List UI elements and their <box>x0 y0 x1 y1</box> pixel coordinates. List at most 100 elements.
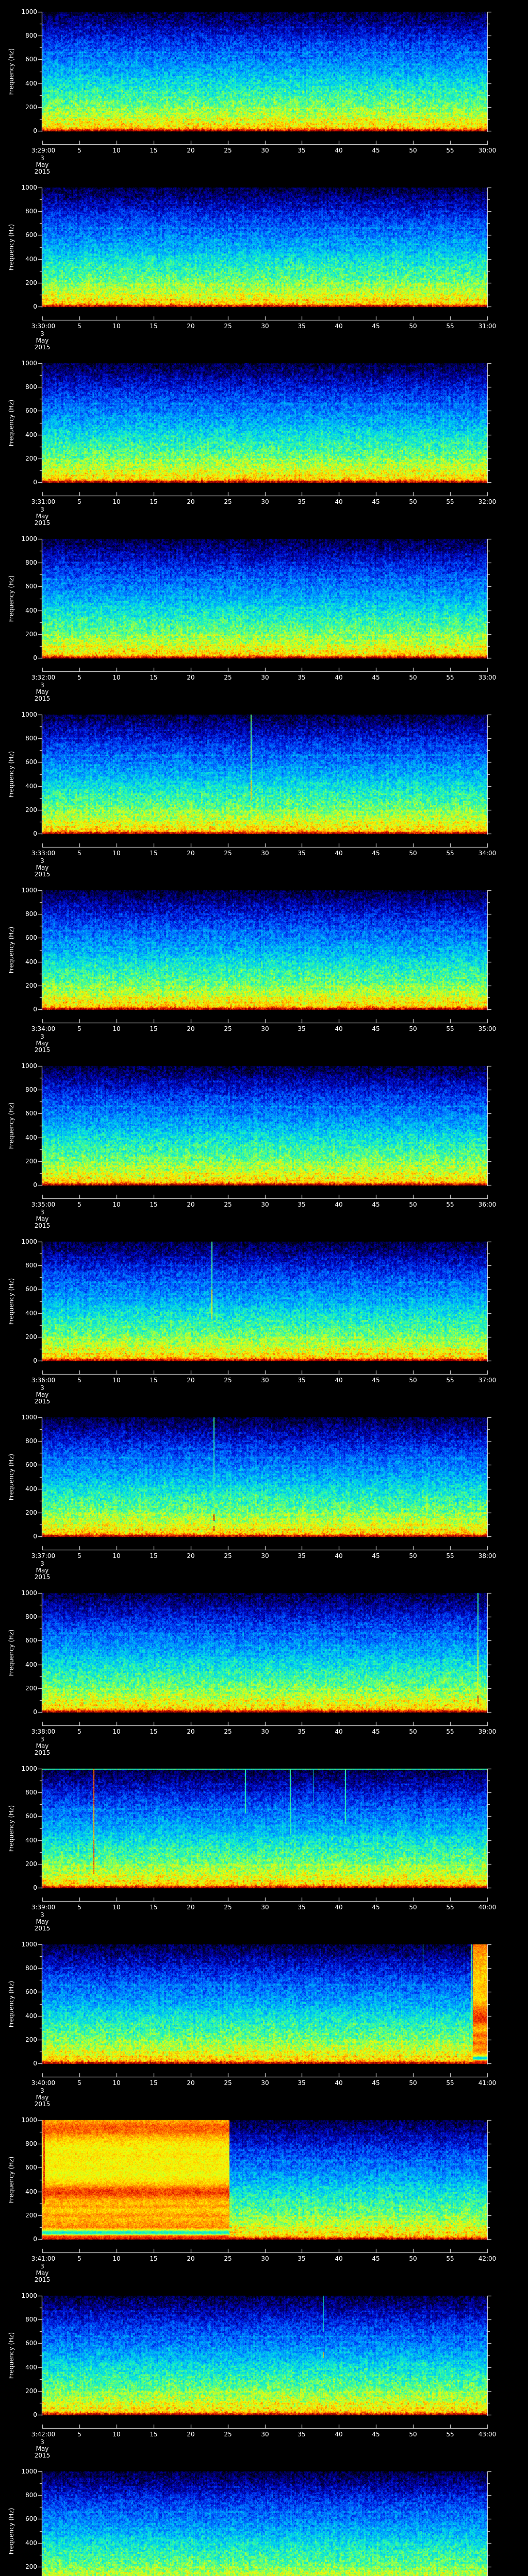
x-tick-label: 30 <box>261 1025 269 1032</box>
x-tick-label: 5 <box>77 674 81 681</box>
y-tick-label: 400 <box>25 958 37 965</box>
date-day: 3 <box>40 1911 44 1919</box>
date-month: May <box>36 1215 49 1223</box>
x-axis-end-time: 36:00 <box>478 1201 497 1208</box>
x-tick-label: 10 <box>112 1552 121 1560</box>
y-tick-label: 400 <box>25 1310 37 1317</box>
date-year: 2015 <box>34 1749 51 1756</box>
x-tick-label: 40 <box>335 1552 343 1560</box>
x-tick-label: 30 <box>261 1201 269 1208</box>
y-tick-label: 0 <box>33 2411 37 2418</box>
x-tick-label: 25 <box>224 674 232 681</box>
x-tick-label: 25 <box>224 147 232 154</box>
y-tick-label: 1000 <box>21 2116 37 2124</box>
x-tick-label: 10 <box>112 1728 121 1735</box>
y-tick-label: 1000 <box>21 1238 37 1245</box>
y-tick-label: 600 <box>25 583 37 590</box>
x-tick-label: 20 <box>187 850 195 857</box>
date-day: 3 <box>40 155 44 162</box>
x-tick-label: 45 <box>372 2431 380 2438</box>
y-tick-label: 800 <box>25 2140 37 2147</box>
x-tick-label: 10 <box>112 1025 121 1032</box>
x-tick-label: 5 <box>77 1904 81 1911</box>
x-tick-label: 25 <box>224 1377 232 1384</box>
x-tick-label: 50 <box>409 2255 417 2262</box>
x-tick-label: 35 <box>298 1201 306 1208</box>
x-tick-label: 40 <box>335 498 343 505</box>
x-tick-label: 10 <box>112 1904 121 1911</box>
x-tick-label: 15 <box>150 2255 158 2262</box>
x-tick-label: 45 <box>372 2079 380 2087</box>
x-tick-label: 20 <box>187 498 195 505</box>
x-tick-label: 25 <box>224 1552 232 1560</box>
y-tick-label: 400 <box>25 2364 37 2371</box>
y-axis-title: Frequency (Hz) <box>8 575 15 622</box>
x-tick-label: 30 <box>261 147 269 154</box>
date-month: May <box>36 688 49 696</box>
spectrogram-canvas <box>0 176 528 351</box>
x-tick-label: 10 <box>112 498 121 505</box>
x-tick-label: 15 <box>150 2431 158 2438</box>
x-tick-label: 10 <box>112 147 121 154</box>
date-year: 2015 <box>34 519 51 527</box>
y-tick-label: 200 <box>25 2036 37 2043</box>
x-axis-end-time: 32:00 <box>478 498 497 505</box>
y-tick-label: 1000 <box>21 2292 37 2299</box>
x-tick-label: 40 <box>335 2079 343 2087</box>
y-axis-title: Frequency (Hz) <box>8 1102 15 1149</box>
y-tick-label: 400 <box>25 2012 37 2020</box>
y-tick-label: 800 <box>25 1964 37 1972</box>
x-tick-label: 10 <box>112 2431 121 2438</box>
x-tick-label: 50 <box>409 674 417 681</box>
spectrogram-canvas <box>0 703 528 878</box>
x-tick-label: 55 <box>446 1201 454 1208</box>
y-tick-label: 400 <box>25 2188 37 2195</box>
y-tick-label: 600 <box>25 2340 37 2347</box>
y-tick-label: 1000 <box>21 2468 37 2475</box>
x-axis-start-time: 3:34:00 <box>31 1025 56 1032</box>
x-tick-label: 55 <box>446 498 454 505</box>
x-tick-label: 50 <box>409 1728 417 1735</box>
y-tick-label: 600 <box>25 1637 37 1644</box>
x-tick-label: 50 <box>409 850 417 857</box>
spectrogram-panel-11: Frequency (Hz) 0 200 400 600 800 1000 5 10 15 20 25… <box>0 1757 528 1933</box>
x-tick-label: 25 <box>224 2431 232 2438</box>
x-tick-label: 50 <box>409 323 417 330</box>
x-tick-label: 40 <box>335 323 343 330</box>
x-axis-end-time: 31:00 <box>478 323 497 330</box>
y-tick-label: 600 <box>25 934 37 941</box>
x-axis-end-time: 39:00 <box>478 1728 497 1735</box>
x-tick-label: 15 <box>150 850 158 857</box>
x-tick-label: 15 <box>150 1025 158 1032</box>
x-axis-start-time: 3:37:00 <box>31 1552 56 1560</box>
x-tick-label: 40 <box>335 1728 343 1735</box>
y-axis-title: Frequency (Hz) <box>8 2156 15 2204</box>
y-tick-label: 400 <box>25 1661 37 1668</box>
date-day: 3 <box>40 506 44 513</box>
x-tick-label: 40 <box>335 1025 343 1032</box>
x-axis-end-time: 35:00 <box>478 1025 497 1032</box>
y-tick-label: 800 <box>25 208 37 215</box>
spectrogram-canvas <box>0 351 528 527</box>
x-tick-label: 35 <box>298 674 306 681</box>
y-tick-label: 600 <box>25 1988 37 1995</box>
x-tick-label: 55 <box>446 323 454 330</box>
x-axis-end-time: 30:00 <box>478 147 497 154</box>
x-tick-label: 45 <box>372 1904 380 1911</box>
date-year: 2015 <box>34 695 51 702</box>
y-tick-label: 800 <box>25 559 37 566</box>
x-tick-label: 15 <box>150 1377 158 1384</box>
x-tick-label: 5 <box>77 1025 81 1032</box>
y-tick-label: 1000 <box>21 1765 37 1772</box>
x-tick-label: 10 <box>112 850 121 857</box>
x-tick-label: 15 <box>150 323 158 330</box>
x-tick-label: 5 <box>77 323 81 330</box>
x-tick-label: 15 <box>150 1904 158 1911</box>
x-tick-label: 30 <box>261 850 269 857</box>
x-tick-label: 45 <box>372 674 380 681</box>
y-tick-label: 200 <box>25 1158 37 1165</box>
spectrogram-panel-15: Frequency (Hz)02004006008001000510152025… <box>0 2460 528 2576</box>
y-tick-label: 600 <box>25 2164 37 2171</box>
x-tick-label: 35 <box>298 1025 306 1032</box>
date-day: 3 <box>40 1384 44 1392</box>
